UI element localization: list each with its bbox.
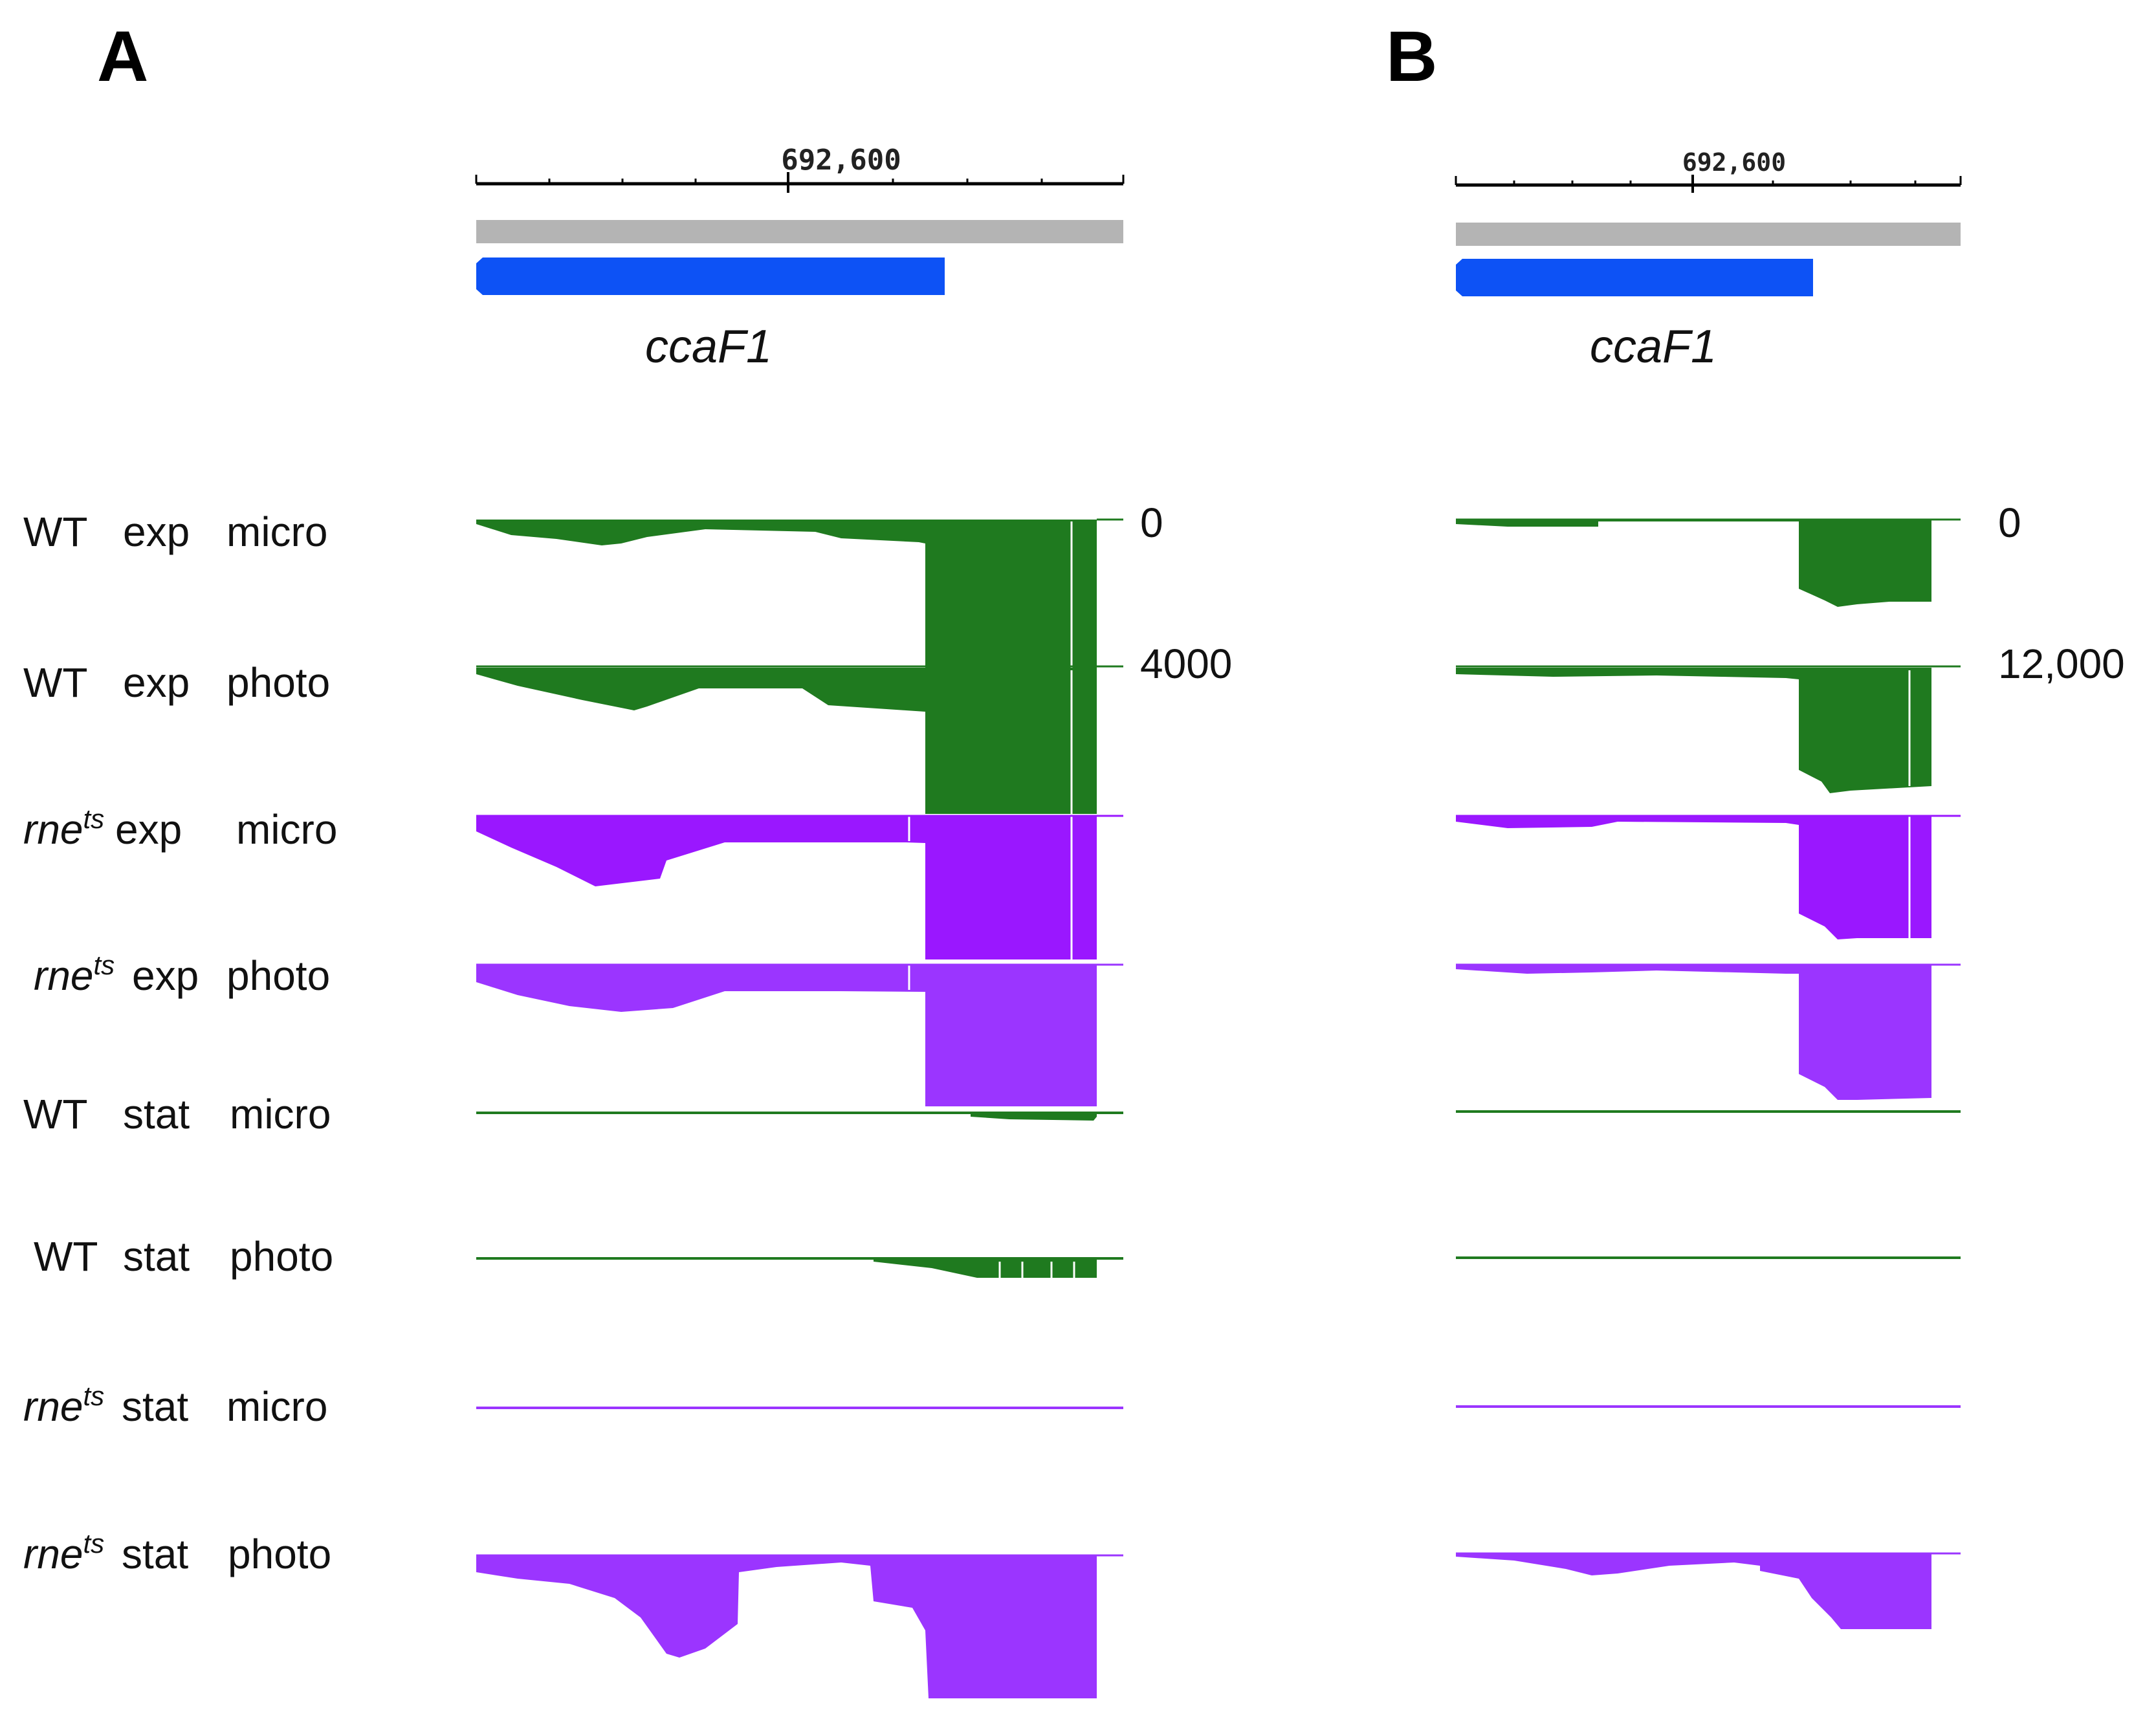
track-label-method: micro bbox=[236, 806, 337, 853]
coverage-track-rne-stat-photo bbox=[1456, 1553, 1931, 1629]
track-label-condition: stat bbox=[122, 1383, 188, 1430]
track-label-method: photo bbox=[228, 1531, 331, 1577]
panel-a-ruler bbox=[475, 172, 1125, 193]
track-label-method: micro bbox=[230, 1091, 331, 1137]
coverage-track-wt-exp-photo bbox=[476, 668, 1097, 814]
coverage-track-rne-exp-photo bbox=[1456, 965, 1931, 1100]
track-label-method: photo bbox=[226, 952, 330, 999]
panel-a-coordinate: 692,600 bbox=[781, 144, 901, 177]
panel-a-scale-bottom: 4000 bbox=[1140, 641, 1232, 687]
panel-b-reference-bar bbox=[1456, 223, 1961, 246]
track-label-prefix: rne bbox=[23, 806, 83, 853]
track-label-prefix: rne bbox=[23, 1383, 83, 1430]
panel-b-coordinate: 692,600 bbox=[1682, 148, 1786, 177]
panel-b-scale-top: 0 bbox=[1998, 499, 2021, 546]
track-label-condition: stat bbox=[123, 1233, 190, 1280]
track-label: WT exp photo bbox=[23, 659, 330, 706]
panel-a-scale-top: 0 bbox=[1140, 499, 1163, 546]
track-label-condition: stat bbox=[122, 1531, 188, 1577]
track-label: WT stat micro bbox=[23, 1091, 331, 1137]
track-label-superscript: ts bbox=[83, 1381, 105, 1411]
panel-b-scale-bottom: 12,000 bbox=[1998, 641, 2125, 687]
track-label-prefix: WT bbox=[23, 509, 88, 555]
track-label: rnets exp micro bbox=[23, 804, 337, 853]
track-label-superscript: ts bbox=[94, 950, 115, 980]
panel-letter-b: B bbox=[1386, 17, 1437, 96]
track-label-condition: exp bbox=[115, 806, 182, 853]
track-label-method: photo bbox=[226, 659, 330, 706]
track-label-prefix: rne bbox=[34, 952, 94, 999]
track-label-prefix: rne bbox=[23, 1531, 83, 1577]
panel-b-ruler bbox=[1455, 175, 1962, 193]
panel-a-gene-label: ccaF1 bbox=[645, 321, 772, 373]
coverage-track-rne-stat-photo bbox=[476, 1555, 1097, 1698]
track-label-method: photo bbox=[230, 1233, 333, 1280]
track-label-superscript: ts bbox=[83, 804, 105, 834]
track-label: WT stat photo bbox=[34, 1233, 333, 1280]
panel-b-coverage-tracks bbox=[1456, 518, 1961, 1629]
track-label-condition: exp bbox=[132, 952, 199, 999]
coverage-track-rne-exp-micro bbox=[476, 816, 1097, 959]
track-label-superscript: ts bbox=[83, 1528, 105, 1559]
track-label-prefix: WT bbox=[34, 1233, 98, 1280]
track-label: rnets exp photo bbox=[34, 950, 330, 999]
coverage-track-rne-exp-photo bbox=[476, 965, 1097, 1106]
track-label-condition: exp bbox=[123, 509, 190, 555]
track-label-prefix: WT bbox=[23, 1091, 88, 1137]
track-label-method: micro bbox=[226, 1383, 327, 1430]
panel-letter-a: A bbox=[97, 17, 148, 96]
panel-a-gene-bar bbox=[476, 258, 945, 295]
coverage-track-rne-exp-micro bbox=[1456, 816, 1931, 939]
coverage-track-wt-exp-micro bbox=[1456, 520, 1931, 607]
track-label-condition: exp bbox=[123, 659, 190, 706]
panel-a-reference-bar bbox=[476, 220, 1123, 243]
coverage-track-wt-exp-photo bbox=[1456, 668, 1931, 793]
panel-a-coverage-tracks bbox=[476, 518, 1123, 1698]
track-label-condition: stat bbox=[123, 1091, 190, 1137]
track-label: rnets stat micro bbox=[23, 1381, 327, 1430]
panel-b-gene-bar bbox=[1456, 259, 1813, 296]
panel-b-gene-label: ccaF1 bbox=[1590, 321, 1717, 373]
track-label-method: micro bbox=[226, 509, 327, 555]
track-label: rnets stat photo bbox=[23, 1528, 331, 1577]
track-label-prefix: WT bbox=[23, 659, 88, 706]
track-label: WT exp micro bbox=[23, 509, 327, 555]
